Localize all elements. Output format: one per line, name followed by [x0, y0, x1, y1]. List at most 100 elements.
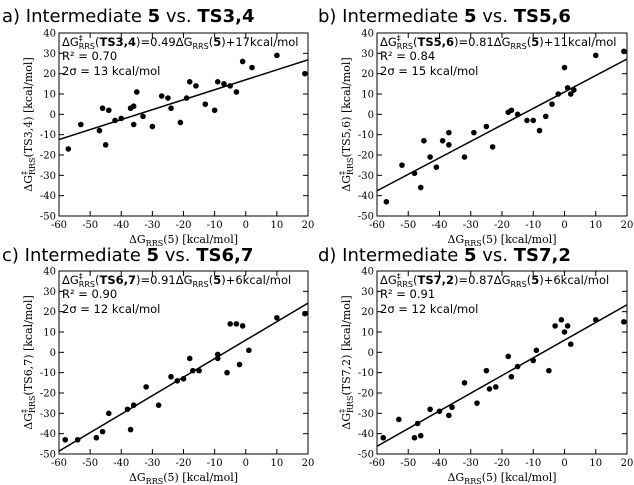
data-point	[567, 91, 574, 97]
x-tick-label: 10	[589, 458, 602, 469]
data-point	[621, 48, 627, 55]
data-point	[483, 123, 490, 130]
x-tick-label: -10	[207, 458, 223, 469]
y-tick-label: -20	[40, 389, 56, 400]
data-point	[505, 353, 512, 360]
data-point	[236, 361, 243, 368]
fit-line	[377, 58, 627, 192]
x-tick-label: -10	[525, 220, 541, 231]
data-point	[249, 64, 255, 71]
data-point	[396, 416, 402, 423]
sigma-label: 2σ = 12 kcal/mol	[380, 302, 478, 316]
y-tick-label: -40	[40, 191, 56, 202]
data-point	[190, 367, 196, 374]
data-point	[411, 434, 418, 441]
data-point	[461, 154, 468, 160]
y-axis-label: ΔG‡RRS(TS3,4) [kcal/mol]	[20, 57, 37, 191]
data-point	[224, 369, 230, 376]
data-point	[564, 323, 571, 329]
x-tick-label: -30	[463, 220, 479, 231]
panel-a: a) Intermediate 5 vs. TS3,4-60 -50 -40 -30-…	[2, 6, 314, 248]
fit-equation: ΔG‡ RRS(TS6,7)=0.91ΔGRRS(5)+6kcal/mol	[62, 272, 291, 289]
y-tick-label: 40	[43, 267, 56, 278]
data-point	[96, 127, 103, 134]
panel-c: c) Intermediate 5 vs. TS6,7-60 -50 -40 -30-…	[2, 245, 314, 485]
data-point	[567, 341, 574, 348]
r-squared: R² = 0.70	[62, 49, 117, 63]
y-tick-label: 10	[361, 328, 374, 339]
data-point	[427, 406, 433, 413]
y-tick-label: 20	[43, 69, 56, 80]
y-tick-label: -50	[40, 212, 56, 223]
data-point	[514, 111, 521, 118]
sigma-label: 2σ = 12 kcal/mol	[62, 302, 160, 316]
y-tick-label: -20	[358, 151, 374, 162]
fit-equation: ΔG‡ RRS(TS3,4)=0.49ΔGRRS(5)+17kcal/mol	[62, 34, 299, 51]
data-point	[140, 113, 146, 120]
r-squared: R² = 0.84	[380, 49, 435, 63]
r-squared: R² = 0.91	[380, 287, 435, 301]
data-point	[530, 117, 537, 124]
x-tick-label: -40	[431, 458, 447, 469]
y-tick-label: -20	[40, 151, 56, 162]
data-point	[621, 319, 627, 325]
y-tick-label: 10	[361, 90, 374, 101]
x-tick-label: -20	[494, 220, 510, 231]
data-point	[427, 154, 433, 160]
data-point	[508, 373, 515, 380]
y-tick-label: -20	[358, 389, 374, 400]
panel-title: b) Intermediate 5 vs. TS5,6	[318, 6, 571, 27]
x-tick-label: -50	[82, 220, 98, 231]
data-point	[183, 95, 190, 101]
y-tick-label: 40	[43, 29, 56, 40]
data-point	[508, 107, 515, 114]
y-tick-label: 0	[368, 110, 374, 121]
x-tick-label: -40	[113, 220, 129, 231]
data-point	[380, 434, 387, 441]
data-point	[214, 79, 221, 85]
panel-d: d) Intermediate 5 vs. TS7,2-60 -50 -40 -30-…	[318, 245, 633, 485]
x-tick-label: 20	[302, 220, 315, 231]
data-point	[439, 137, 446, 144]
y-tick-label: 0	[50, 110, 56, 121]
y-tick-label: -50	[358, 450, 374, 461]
data-point	[530, 357, 537, 364]
x-tick-label: 10	[271, 458, 284, 469]
data-point	[302, 310, 308, 317]
data-point	[436, 408, 443, 415]
x-axis-label: ΔGRRS(5) [kcal/mol]	[129, 471, 238, 485]
data-point	[127, 426, 134, 433]
data-point	[177, 119, 184, 126]
panel-b: b) Intermediate 5 vs. TS5,6-60 -50 -40 -30-…	[318, 6, 633, 248]
data-point	[239, 323, 246, 329]
y-tick-label: 40	[361, 267, 374, 278]
panel-title: a) Intermediate 5 vs. TS3,4	[2, 6, 255, 27]
data-point	[65, 146, 72, 152]
data-point	[77, 121, 84, 128]
x-tick-label: -20	[175, 458, 191, 469]
data-point	[202, 101, 209, 107]
y-tick-label: -10	[40, 130, 56, 141]
data-point	[414, 420, 421, 427]
data-point	[211, 107, 218, 114]
data-point	[474, 400, 480, 406]
sigma-label: 2σ = 15 kcal/mol	[380, 64, 478, 78]
x-axis-label: ΔGRRS(5) [kcal/mol]	[447, 471, 556, 485]
data-point	[227, 321, 233, 327]
x-tick-label: 0	[561, 220, 567, 231]
x-tick-label: -50	[400, 220, 416, 231]
data-point	[112, 117, 118, 124]
data-point	[239, 58, 246, 65]
data-point	[421, 137, 427, 144]
y-tick-label: 40	[361, 29, 374, 40]
data-point	[221, 81, 227, 87]
data-point	[233, 89, 240, 95]
y-tick-label: 0	[368, 348, 374, 359]
data-point	[564, 85, 571, 91]
x-tick-label: 0	[243, 458, 249, 469]
y-tick-label: -30	[40, 171, 56, 182]
data-point	[74, 436, 81, 443]
data-point	[561, 64, 568, 71]
data-point	[99, 105, 106, 112]
x-tick-label: -30	[144, 220, 160, 231]
